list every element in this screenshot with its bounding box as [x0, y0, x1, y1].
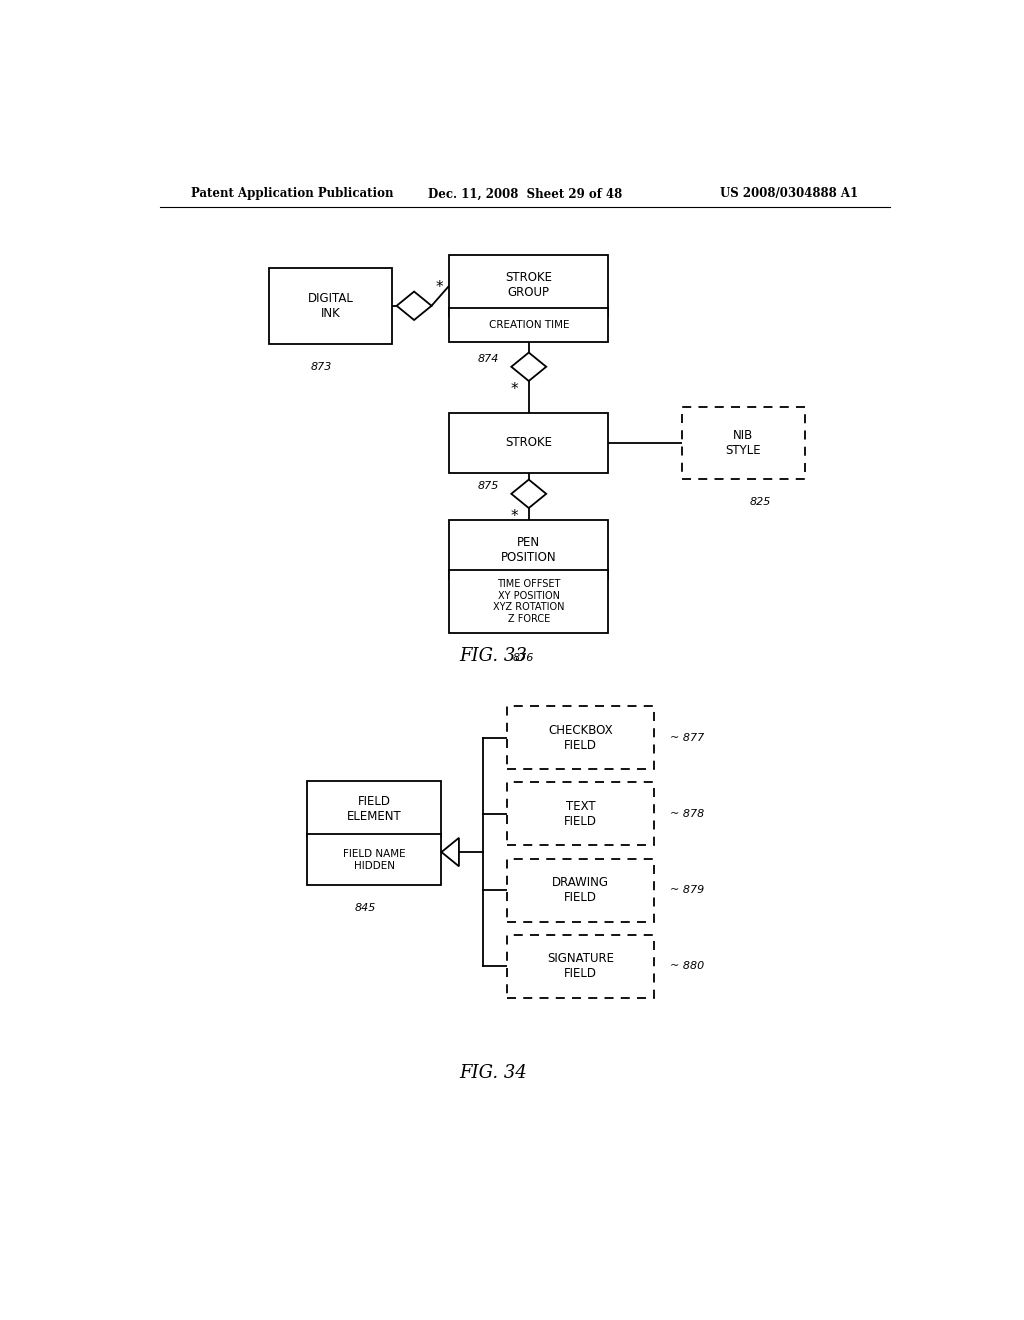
- Polygon shape: [396, 292, 431, 319]
- Bar: [306, 781, 441, 837]
- Text: NIB
STYLE: NIB STYLE: [725, 429, 761, 457]
- Text: *: *: [511, 381, 518, 396]
- Text: *: *: [435, 280, 443, 294]
- Bar: [507, 935, 653, 998]
- Text: PEN
POSITION: PEN POSITION: [501, 536, 557, 564]
- Text: STROKE: STROKE: [505, 437, 552, 450]
- Text: ~ 878: ~ 878: [670, 809, 703, 818]
- Text: CHECKBOX
FIELD: CHECKBOX FIELD: [548, 723, 612, 752]
- Text: DRAWING
FIELD: DRAWING FIELD: [552, 876, 609, 904]
- Bar: [507, 706, 653, 770]
- Text: 845: 845: [354, 903, 376, 913]
- Text: FIELD
ELEMENT: FIELD ELEMENT: [347, 795, 401, 822]
- Text: TEXT
FIELD: TEXT FIELD: [564, 800, 597, 828]
- Text: Dec. 11, 2008  Sheet 29 of 48: Dec. 11, 2008 Sheet 29 of 48: [428, 187, 622, 201]
- Bar: [450, 413, 608, 474]
- Text: TIME OFFSET
XY POSITION
XYZ ROTATION
Z FORCE: TIME OFFSET XY POSITION XYZ ROTATION Z F…: [493, 579, 564, 624]
- Text: 875: 875: [477, 480, 499, 491]
- Bar: [682, 408, 805, 479]
- Bar: [450, 520, 608, 579]
- Text: SIGNATURE
FIELD: SIGNATURE FIELD: [547, 953, 613, 981]
- Text: FIELD NAME
HIDDEN: FIELD NAME HIDDEN: [343, 849, 406, 870]
- Polygon shape: [511, 352, 546, 381]
- Text: CREATION TIME: CREATION TIME: [488, 319, 569, 330]
- Bar: [450, 570, 608, 634]
- Text: ~ 879: ~ 879: [670, 886, 703, 895]
- Bar: [269, 268, 392, 345]
- Text: STROKE
GROUP: STROKE GROUP: [505, 272, 552, 300]
- Bar: [450, 308, 608, 342]
- Text: 873: 873: [310, 362, 332, 372]
- Text: Patent Application Publication: Patent Application Publication: [191, 187, 394, 201]
- Text: ~ 877: ~ 877: [670, 733, 703, 743]
- Bar: [507, 859, 653, 921]
- Text: *: *: [511, 508, 518, 524]
- Text: DIGITAL
INK: DIGITAL INK: [307, 292, 353, 319]
- Text: 874: 874: [477, 354, 499, 363]
- Text: US 2008/0304888 A1: US 2008/0304888 A1: [720, 187, 858, 201]
- Text: ~ 880: ~ 880: [670, 961, 703, 972]
- Polygon shape: [441, 838, 459, 866]
- Bar: [450, 255, 608, 315]
- Text: 825: 825: [750, 496, 771, 507]
- Bar: [507, 783, 653, 846]
- Text: FIG. 33: FIG. 33: [459, 647, 527, 665]
- Text: 876: 876: [513, 653, 535, 664]
- Bar: [306, 834, 441, 886]
- Text: FIG. 34: FIG. 34: [459, 1064, 527, 1082]
- Polygon shape: [511, 479, 546, 508]
